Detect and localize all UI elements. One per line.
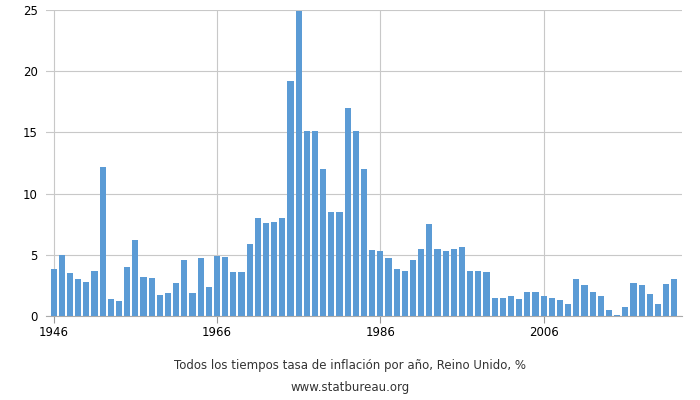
Bar bbox=[533, 292, 538, 316]
Bar bbox=[214, 256, 220, 316]
Bar bbox=[451, 249, 457, 316]
Bar bbox=[418, 249, 424, 316]
Bar bbox=[337, 212, 342, 316]
Text: Todos los tiempos tasa de inflación por año, Reino Unido, %: Todos los tiempos tasa de inflación por … bbox=[174, 360, 526, 372]
Bar bbox=[638, 286, 645, 316]
Bar bbox=[239, 272, 244, 316]
Bar bbox=[589, 292, 596, 316]
Bar bbox=[655, 304, 661, 316]
Bar bbox=[402, 271, 408, 316]
Bar bbox=[108, 299, 114, 316]
Bar bbox=[75, 279, 81, 316]
Bar bbox=[557, 300, 563, 316]
Bar bbox=[606, 310, 612, 316]
Text: www.statbureau.org: www.statbureau.org bbox=[290, 382, 410, 394]
Bar bbox=[353, 131, 359, 316]
Bar bbox=[141, 277, 146, 316]
Bar bbox=[312, 131, 318, 316]
Bar bbox=[467, 271, 473, 316]
Bar bbox=[622, 308, 629, 316]
Bar bbox=[491, 298, 498, 316]
Bar bbox=[67, 273, 73, 316]
Bar bbox=[582, 286, 587, 316]
Bar bbox=[647, 294, 653, 316]
Bar bbox=[230, 272, 237, 316]
Bar bbox=[614, 315, 620, 316]
Bar bbox=[83, 282, 90, 316]
Bar bbox=[288, 81, 293, 316]
Bar bbox=[148, 278, 155, 316]
Bar bbox=[181, 260, 188, 316]
Bar bbox=[442, 251, 449, 316]
Bar bbox=[573, 279, 580, 316]
Bar bbox=[50, 270, 57, 316]
Bar bbox=[386, 258, 391, 316]
Bar bbox=[197, 258, 204, 316]
Bar bbox=[671, 279, 678, 316]
Bar bbox=[190, 293, 195, 316]
Bar bbox=[631, 283, 636, 316]
Bar bbox=[549, 298, 555, 316]
Bar bbox=[500, 298, 506, 316]
Bar bbox=[524, 292, 531, 316]
Bar bbox=[206, 287, 212, 316]
Bar bbox=[565, 304, 571, 316]
Bar bbox=[508, 296, 514, 316]
Bar bbox=[459, 248, 465, 316]
Bar bbox=[157, 295, 163, 316]
Bar bbox=[59, 255, 65, 316]
Bar bbox=[361, 169, 367, 316]
Bar bbox=[328, 212, 335, 316]
Bar bbox=[263, 223, 269, 316]
Bar bbox=[598, 296, 604, 316]
Bar bbox=[369, 250, 375, 316]
Bar bbox=[393, 270, 400, 316]
Bar bbox=[295, 11, 302, 316]
Bar bbox=[304, 131, 310, 316]
Bar bbox=[165, 293, 171, 316]
Bar bbox=[279, 218, 286, 316]
Bar bbox=[475, 271, 482, 316]
Bar bbox=[484, 272, 489, 316]
Bar bbox=[663, 284, 669, 316]
Bar bbox=[516, 299, 522, 316]
Bar bbox=[116, 301, 122, 316]
Bar bbox=[377, 251, 384, 316]
Bar bbox=[540, 296, 547, 316]
Bar bbox=[255, 218, 261, 316]
Bar bbox=[124, 267, 130, 316]
Bar bbox=[271, 222, 277, 316]
Bar bbox=[92, 271, 97, 316]
Bar bbox=[222, 257, 228, 316]
Bar bbox=[132, 240, 139, 316]
Bar bbox=[173, 283, 179, 316]
Bar bbox=[344, 108, 351, 316]
Bar bbox=[426, 224, 433, 316]
Bar bbox=[435, 249, 440, 316]
Bar bbox=[246, 244, 253, 316]
Bar bbox=[410, 260, 416, 316]
Bar bbox=[320, 169, 326, 316]
Bar bbox=[99, 167, 106, 316]
